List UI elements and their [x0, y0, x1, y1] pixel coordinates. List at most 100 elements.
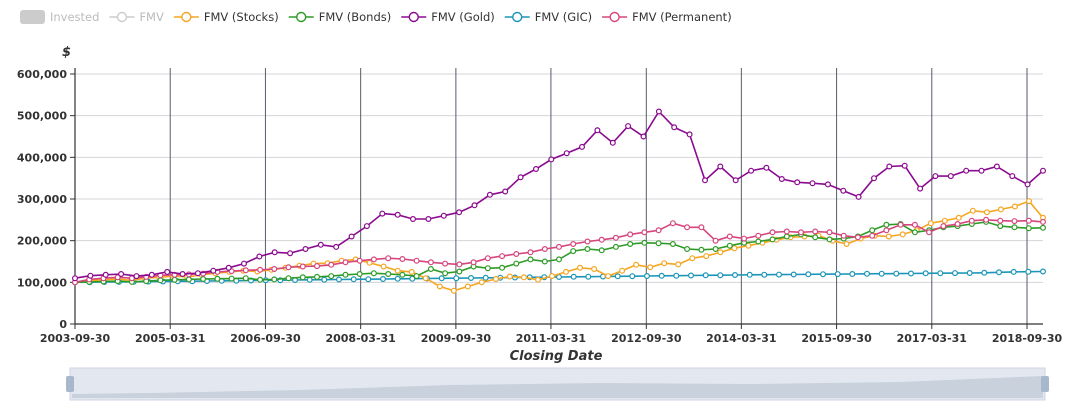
data-point[interactable]: [794, 179, 801, 186]
data-point[interactable]: [520, 274, 527, 281]
data-point[interactable]: [763, 164, 770, 171]
data-point[interactable]: [456, 268, 463, 275]
data-point[interactable]: [442, 270, 449, 277]
data-point[interactable]: [506, 273, 513, 280]
data-point[interactable]: [413, 273, 420, 280]
data-point[interactable]: [684, 246, 691, 253]
series-fmv-permanent[interactable]: [71, 216, 1046, 286]
data-point[interactable]: [809, 180, 816, 187]
data-point[interactable]: [927, 220, 934, 227]
data-point[interactable]: [299, 263, 306, 270]
data-point[interactable]: [732, 177, 739, 184]
data-point[interactable]: [966, 270, 973, 277]
data-point[interactable]: [731, 272, 738, 279]
zoom-handle-left[interactable]: [66, 376, 74, 392]
data-point[interactable]: [687, 272, 694, 279]
data-point[interactable]: [885, 233, 892, 240]
data-point[interactable]: [812, 234, 819, 241]
data-point[interactable]: [214, 275, 221, 282]
data-point[interactable]: [492, 276, 499, 283]
data-point[interactable]: [669, 220, 676, 227]
legend-item-fmv-bonds[interactable]: FMV (Bonds): [288, 10, 392, 24]
data-point[interactable]: [932, 173, 939, 180]
data-point[interactable]: [612, 243, 619, 250]
data-point[interactable]: [321, 276, 328, 283]
data-point[interactable]: [981, 269, 988, 276]
data-point[interactable]: [658, 272, 665, 279]
data-point[interactable]: [527, 249, 534, 256]
data-point[interactable]: [584, 246, 591, 253]
data-point[interactable]: [643, 273, 650, 280]
data-point[interactable]: [940, 223, 947, 230]
data-point[interactable]: [408, 268, 415, 275]
data-point[interactable]: [951, 270, 958, 277]
data-point[interactable]: [570, 241, 577, 248]
data-point[interactable]: [1011, 218, 1018, 225]
data-point[interactable]: [1039, 218, 1046, 225]
data-point[interactable]: [843, 241, 850, 248]
data-point[interactable]: [287, 250, 294, 257]
data-point[interactable]: [394, 211, 401, 218]
data-point[interactable]: [342, 271, 349, 278]
data-point[interactable]: [673, 272, 680, 279]
data-point[interactable]: [717, 163, 724, 170]
data-point[interactable]: [285, 264, 292, 271]
data-point[interactable]: [413, 257, 420, 264]
data-point[interactable]: [769, 236, 776, 243]
data-point[interactable]: [997, 206, 1004, 213]
data-point[interactable]: [717, 249, 724, 256]
data-point[interactable]: [669, 241, 676, 248]
data-point[interactable]: [450, 287, 457, 294]
data-point[interactable]: [370, 256, 377, 263]
series-fmv-bonds[interactable]: [71, 218, 1046, 286]
data-point[interactable]: [671, 124, 678, 131]
data-point[interactable]: [849, 271, 856, 278]
data-point[interactable]: [741, 235, 748, 242]
data-point[interactable]: [118, 271, 125, 278]
data-point[interactable]: [410, 216, 417, 223]
data-point[interactable]: [179, 271, 186, 278]
data-point[interactable]: [997, 223, 1004, 230]
data-point[interactable]: [200, 276, 207, 283]
data-point[interactable]: [225, 264, 232, 271]
data-point[interactable]: [797, 229, 804, 236]
data-point[interactable]: [731, 245, 738, 252]
data-point[interactable]: [164, 268, 171, 275]
series-lines[interactable]: [71, 108, 1046, 294]
data-point[interactable]: [350, 276, 357, 283]
data-point[interactable]: [471, 202, 478, 209]
data-point[interactable]: [1009, 173, 1016, 180]
data-point[interactable]: [484, 255, 491, 262]
data-point[interactable]: [438, 275, 445, 282]
data-point[interactable]: [584, 238, 591, 245]
data-point[interactable]: [878, 270, 885, 277]
data-point[interactable]: [1011, 224, 1018, 231]
data-point[interactable]: [633, 261, 640, 268]
data-point[interactable]: [712, 237, 719, 244]
data-point[interactable]: [684, 224, 691, 231]
data-point[interactable]: [314, 273, 321, 280]
data-point[interactable]: [534, 276, 541, 283]
data-point[interactable]: [947, 173, 954, 180]
data-point[interactable]: [689, 255, 696, 262]
data-point[interactable]: [499, 253, 506, 260]
data-point[interactable]: [655, 227, 662, 234]
data-point[interactable]: [185, 276, 192, 283]
data-point[interactable]: [425, 216, 432, 223]
data-point[interactable]: [907, 270, 914, 277]
data-point[interactable]: [541, 258, 548, 265]
data-point[interactable]: [1025, 225, 1032, 232]
data-point[interactable]: [570, 273, 577, 280]
data-point[interactable]: [834, 271, 841, 278]
data-point[interactable]: [812, 228, 819, 235]
data-point[interactable]: [899, 231, 906, 238]
data-point[interactable]: [271, 266, 278, 273]
data-point[interactable]: [870, 175, 877, 182]
data-point[interactable]: [1039, 167, 1046, 174]
data-point[interactable]: [941, 217, 948, 224]
data-point[interactable]: [629, 273, 636, 280]
data-point[interactable]: [1039, 224, 1046, 231]
data-point[interactable]: [755, 238, 762, 245]
data-point[interactable]: [570, 248, 577, 255]
data-point[interactable]: [995, 269, 1002, 276]
